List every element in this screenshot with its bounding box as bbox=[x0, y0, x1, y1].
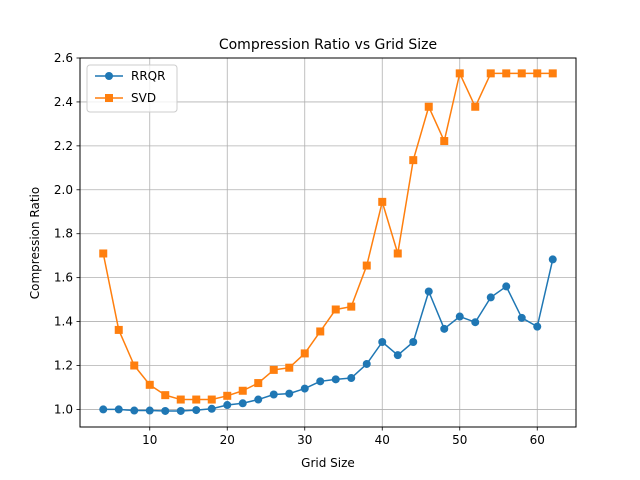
data-point-svd bbox=[99, 249, 108, 258]
data-point-svd bbox=[331, 305, 340, 314]
data-point-rrqr bbox=[269, 390, 278, 399]
legend: RRQR SVD bbox=[86, 64, 178, 113]
x-tick-label: 50 bbox=[452, 433, 467, 447]
data-point-rrqr bbox=[424, 287, 433, 296]
legend-svd-marker bbox=[105, 94, 113, 102]
data-point-svd bbox=[517, 69, 526, 78]
data-point-svd bbox=[238, 386, 247, 395]
y-tick-label: 2.4 bbox=[54, 95, 73, 109]
data-point-svd bbox=[424, 102, 433, 111]
data-point-rrqr bbox=[502, 282, 511, 291]
y-axis-label: Compression Ratio bbox=[28, 187, 42, 300]
data-point-rrqr bbox=[471, 318, 480, 327]
legend-rrqr-marker bbox=[105, 72, 113, 80]
data-point-svd bbox=[347, 302, 356, 311]
data-point-rrqr bbox=[161, 406, 170, 415]
data-point-svd bbox=[176, 395, 185, 404]
data-point-rrqr bbox=[331, 375, 340, 384]
data-point-rrqr bbox=[440, 324, 449, 333]
data-point-svd bbox=[409, 156, 418, 165]
data-point-svd bbox=[533, 69, 542, 78]
data-point-rrqr bbox=[548, 255, 557, 264]
data-point-svd bbox=[207, 395, 216, 404]
data-point-rrqr bbox=[378, 337, 387, 346]
data-point-svd bbox=[362, 261, 371, 270]
y-tick-label: 2.0 bbox=[54, 183, 73, 197]
legend-label-svd: SVD bbox=[131, 91, 156, 105]
data-point-rrqr bbox=[145, 406, 154, 415]
data-point-rrqr bbox=[347, 374, 356, 383]
data-point-rrqr bbox=[533, 322, 542, 331]
data-point-svd bbox=[316, 327, 325, 336]
x-tick-label: 10 bbox=[142, 433, 157, 447]
data-point-rrqr bbox=[114, 405, 123, 414]
y-tick-label: 1.2 bbox=[54, 359, 73, 373]
y-tick-label: 1.0 bbox=[54, 402, 73, 416]
data-point-svd bbox=[455, 69, 464, 78]
data-point-svd bbox=[161, 391, 170, 400]
data-point-rrqr bbox=[254, 395, 263, 404]
data-point-svd bbox=[114, 325, 123, 334]
plot-frame bbox=[79, 57, 577, 428]
data-point-rrqr bbox=[486, 293, 495, 302]
data-point-rrqr bbox=[130, 406, 139, 415]
data-point-svd bbox=[502, 69, 511, 78]
data-point-rrqr bbox=[362, 359, 371, 368]
series-svd bbox=[99, 69, 557, 404]
data-point-rrqr bbox=[517, 313, 526, 322]
data-point-rrqr bbox=[99, 405, 108, 414]
y-tick-label: 1.4 bbox=[54, 315, 73, 329]
data-point-svd bbox=[378, 197, 387, 206]
data-point-rrqr bbox=[455, 312, 464, 321]
data-point-rrqr bbox=[238, 399, 247, 408]
data-point-rrqr bbox=[223, 401, 232, 410]
data-point-svd bbox=[130, 361, 139, 370]
data-point-svd bbox=[285, 363, 294, 372]
data-point-rrqr bbox=[207, 404, 216, 413]
data-point-rrqr bbox=[285, 389, 294, 398]
y-tick-label: 2.6 bbox=[54, 51, 73, 65]
data-point-svd bbox=[223, 391, 232, 400]
axis-ticks: 10 20 30 40 50 60 1.0 1.2 1.4 1.6 1.8 2.0 2.2 2.4 2.6 bbox=[54, 51, 545, 447]
data-point-svd bbox=[269, 365, 278, 374]
series-rrqr bbox=[99, 255, 557, 415]
data-point-svd bbox=[145, 380, 154, 389]
data-point-rrqr bbox=[316, 377, 325, 386]
x-axis-label: Grid Size bbox=[301, 456, 355, 470]
x-tick-label: 30 bbox=[297, 433, 312, 447]
data-point-rrqr bbox=[393, 351, 402, 360]
data-point-svd bbox=[471, 102, 480, 111]
y-tick-label: 1.6 bbox=[54, 271, 73, 285]
legend-label-rrqr: RRQR bbox=[131, 69, 165, 83]
data-point-rrqr bbox=[192, 406, 201, 415]
y-tick-label: 2.2 bbox=[54, 139, 73, 153]
data-point-svd bbox=[486, 69, 495, 78]
data-point-rrqr bbox=[300, 384, 309, 393]
x-tick-label: 40 bbox=[375, 433, 390, 447]
data-point-svd bbox=[393, 249, 402, 258]
data-series bbox=[99, 69, 557, 415]
data-point-svd bbox=[254, 379, 263, 388]
data-point-rrqr bbox=[176, 406, 185, 415]
x-tick-label: 20 bbox=[220, 433, 235, 447]
chart-title: Compression Ratio vs Grid Size bbox=[219, 37, 437, 53]
data-point-svd bbox=[440, 137, 449, 146]
data-point-svd bbox=[548, 69, 557, 78]
data-point-svd bbox=[300, 349, 309, 358]
x-tick-label: 60 bbox=[530, 433, 545, 447]
data-point-svd bbox=[192, 395, 201, 404]
y-tick-label: 1.8 bbox=[54, 227, 73, 241]
data-point-rrqr bbox=[409, 337, 418, 346]
